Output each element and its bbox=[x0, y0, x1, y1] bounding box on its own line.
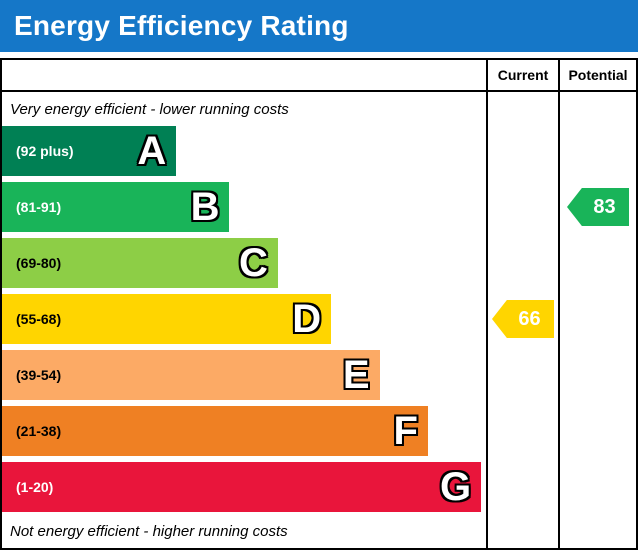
band-bar-E: (39-54) E bbox=[2, 350, 380, 400]
band-range-label: (39-54) bbox=[16, 367, 62, 383]
band-bar-A: (92 plus) A bbox=[2, 126, 177, 176]
band-letter: D bbox=[292, 297, 322, 341]
potential-column-label: Potential bbox=[568, 67, 628, 83]
bands-container: (92 plus) A (81-91) B (69-80) C (55-68) D (39-54… bbox=[2, 126, 486, 514]
column-header-row: Current Potential bbox=[2, 60, 636, 92]
header-spacer bbox=[2, 60, 486, 90]
chart-title: Energy Efficiency Rating bbox=[14, 10, 349, 41]
band-range-label: (55-68) bbox=[16, 311, 62, 327]
bottom-caption: Not energy efficient - higher running co… bbox=[10, 522, 288, 540]
band-row-G: (1-20) G bbox=[2, 462, 486, 512]
bands-column: Very energy efficient - lower running co… bbox=[2, 92, 486, 548]
current-column-header: Current bbox=[486, 60, 558, 90]
band-range-label: (92 plus) bbox=[16, 143, 74, 159]
rating-chart: Current Potential Very energy efficient … bbox=[0, 58, 638, 550]
band-letter: B bbox=[190, 185, 220, 229]
band-range-label: (21-38) bbox=[16, 423, 62, 439]
band-row-B: (81-91) B bbox=[2, 182, 486, 232]
potential-column: 83 bbox=[558, 92, 636, 548]
band-row-D: (55-68) D bbox=[2, 294, 486, 344]
chart-body: Very energy efficient - lower running co… bbox=[2, 92, 636, 548]
band-range-label: (81-91) bbox=[16, 199, 62, 215]
band-row-C: (69-80) C bbox=[2, 238, 486, 288]
band-row-F: (21-38) F bbox=[2, 406, 486, 456]
current-rating-arrow-value: 66 bbox=[518, 307, 541, 330]
potential-column-header: Potential bbox=[558, 60, 636, 90]
potential-rating-arrow: 83 bbox=[567, 188, 629, 226]
current-column-label: Current bbox=[497, 67, 549, 83]
band-range-label: (1-20) bbox=[16, 479, 54, 495]
current-column: 66 bbox=[486, 92, 558, 548]
band-row-E: (39-54) E bbox=[2, 350, 486, 400]
band-bar-F: (21-38) F bbox=[2, 406, 428, 456]
chart-title-bar: Energy Efficiency Rating bbox=[0, 0, 638, 52]
band-bar-C: (69-80) C bbox=[2, 238, 278, 288]
band-letter: E bbox=[342, 353, 370, 397]
current-rating-arrow: 66 bbox=[492, 300, 554, 338]
band-letter: G bbox=[440, 465, 472, 509]
band-letter: F bbox=[393, 409, 418, 453]
band-row-A: (92 plus) A bbox=[2, 126, 486, 176]
band-bar-B: (81-91) B bbox=[2, 182, 230, 232]
potential-rating-arrow-value: 83 bbox=[593, 195, 616, 218]
top-caption: Very energy efficient - lower running co… bbox=[10, 100, 289, 118]
band-letter: C bbox=[238, 241, 268, 285]
band-range-label: (69-80) bbox=[16, 255, 62, 271]
band-letter: A bbox=[137, 129, 167, 173]
band-bar-G: (1-20) G bbox=[2, 462, 482, 512]
band-bar-D: (55-68) D bbox=[2, 294, 332, 344]
